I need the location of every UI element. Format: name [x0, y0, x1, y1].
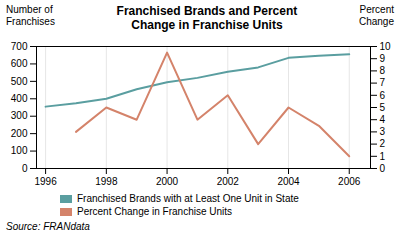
- svg-text:3: 3: [380, 126, 386, 137]
- html-text:Number of Franchises: Number of Franchises: [6, 4, 55, 27]
- svg-text:400: 400: [11, 93, 28, 104]
- html-text:Franchised Brands and Percent: Franchised Brands and Percent Change in …: [116, 4, 298, 32]
- html-text:Percent Change in Franchise Un: Percent Change in Franchise Units: [77, 206, 233, 217]
- svg-text:2000: 2000: [156, 176, 179, 187]
- svg-text:200: 200: [11, 128, 28, 139]
- svg-text:0: 0: [380, 163, 386, 174]
- svg-text:1998: 1998: [95, 176, 118, 187]
- svg-text:1996: 1996: [34, 176, 57, 187]
- svg-text:700: 700: [11, 41, 28, 52]
- svg-text:8: 8: [380, 65, 386, 76]
- svg-text:100: 100: [11, 145, 28, 156]
- svg-text:9: 9: [380, 53, 386, 64]
- svg-text:2004: 2004: [277, 176, 300, 187]
- svg-text:300: 300: [11, 110, 28, 121]
- svg-text:2006: 2006: [338, 176, 361, 187]
- html-text:Franchised Brands with at Leas: Franchised Brands with at Least One Unit…: [77, 193, 299, 204]
- svg-text:7: 7: [380, 77, 386, 88]
- svg-text:500: 500: [11, 76, 28, 87]
- svg-text:1: 1: [380, 151, 386, 162]
- html-text:Percent Change: Percent Change: [359, 4, 394, 27]
- svg-text:6: 6: [380, 90, 386, 101]
- svg-text:5: 5: [380, 102, 386, 113]
- svg-text:2002: 2002: [217, 176, 240, 187]
- svg-text:2: 2: [380, 138, 386, 149]
- svg-text:10: 10: [380, 41, 392, 52]
- svg-text:4: 4: [380, 114, 386, 125]
- html-text:Source: FRANdata: Source: FRANdata: [6, 221, 90, 232]
- svg-text:0: 0: [22, 163, 28, 174]
- svg-text:600: 600: [11, 58, 28, 69]
